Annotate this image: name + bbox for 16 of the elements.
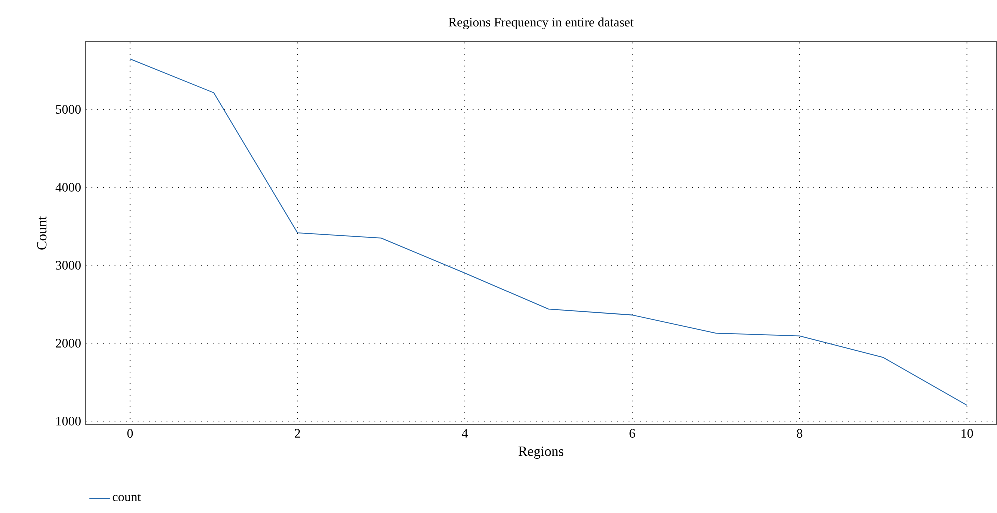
x-tick-label: 4 <box>462 429 468 438</box>
chart-title: Regions Frequency in entire dataset <box>448 18 634 30</box>
x-tick-label: 0 <box>128 429 134 438</box>
x-axis-title: Regions <box>518 446 564 460</box>
y-tick-label: 4000 <box>56 183 81 192</box>
x-tick-label: 8 <box>797 429 803 438</box>
y-tick-label: 2000 <box>56 339 81 348</box>
legend-label: count <box>112 494 142 502</box>
x-tick-label: 2 <box>295 429 300 438</box>
x-tick-label: 10 <box>962 429 974 438</box>
y-axis-title: Count <box>37 216 47 250</box>
line-series <box>130 58 968 406</box>
x-tick-label: 6 <box>630 429 636 438</box>
y-tick-label: 5000 <box>56 105 81 114</box>
y-tick-label: 1000 <box>56 417 81 426</box>
y-tick-label: 3000 <box>56 261 81 270</box>
